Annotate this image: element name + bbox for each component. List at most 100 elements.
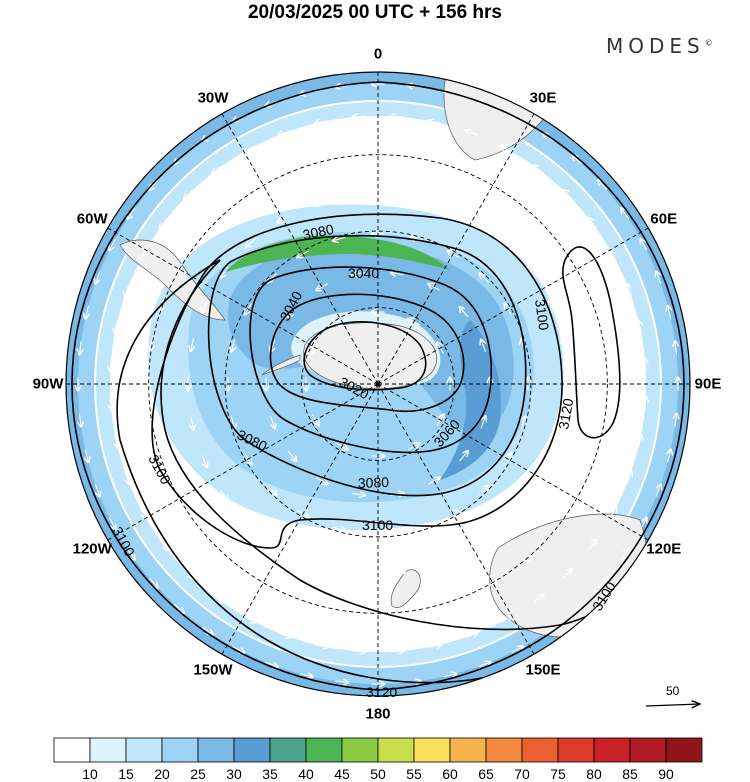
wind-arrow [351,572,365,573]
wind-arrow [431,201,444,205]
wind-arrow [221,266,229,278]
colorbar-tick-label: 90 [658,766,674,782]
wind-arrow [352,273,366,275]
wind-arrow [571,604,582,614]
wind-arrow [159,456,165,469]
wind-arrow [645,358,646,372]
wind-arrow [140,249,147,261]
colorbar-tick-label: 15 [118,766,134,782]
wind-arrow [110,396,111,410]
wind-arrow [412,156,425,158]
meridian-line [377,383,535,655]
colorbar-swatch [521,737,559,763]
wind-arrow [391,194,405,195]
wind-arrow [563,417,566,431]
meridian-line [221,113,379,385]
wind-arrow [316,283,328,291]
wind-arrow [79,413,81,427]
wind-arrow [332,156,345,158]
longitude-label: 60E [650,210,678,228]
longitude-label: 120W [72,540,112,558]
colorbar-tick-label: 85 [622,766,638,782]
wind-arrow [609,507,616,519]
wind-arrow [639,435,642,448]
wind-arrow [450,598,463,603]
colorbar-swatch [197,737,235,763]
wind-arrow [480,273,490,283]
contour-label: 3120 [366,684,397,700]
wind-arrow [335,681,348,683]
wind-arrow [550,231,559,242]
wind-arrow [391,572,404,573]
wind-arrow [160,217,168,228]
wind-arrow [675,414,677,427]
wind-arrow [428,645,442,648]
wind-arrow [479,486,489,496]
colorbar-tick-label: 25 [190,766,206,782]
wind-arrow [562,569,572,579]
colorbar-swatch [89,737,127,763]
graticule [66,72,690,696]
wind-arrow [391,116,404,117]
wind-arrow [627,284,632,297]
wind-arrow [563,190,573,200]
wind-arrow [487,580,498,587]
wind-arrow [589,218,597,229]
wind-arrow [225,203,236,212]
contour-3120 [562,246,621,439]
wind-arrow [108,517,115,530]
wind-arrow [314,645,328,648]
wind-arrow [481,340,487,352]
wind-arrow [528,267,536,278]
colorbar-tick-label: 20 [154,766,170,782]
wind-arrow [641,239,648,251]
longitude-label: 60W [76,210,108,228]
contour-label: 3080 [301,221,335,243]
wind-arrow [201,455,207,467]
wind-arrow [257,181,269,189]
colorbar-tick-label: 40 [298,766,314,782]
wind-arrow [533,595,543,603]
wind-arrow [139,506,146,518]
wind-arrow [212,165,223,174]
wind-arrow [352,194,365,195]
wind-arrow [443,674,457,677]
wind-arrow [85,305,88,319]
wind-arrow [333,237,346,240]
colorbar-tick-label: 45 [334,766,350,782]
wind-arrow [198,230,207,241]
longitude-label: 0 [373,45,383,63]
longitude-label: 150W [193,661,233,679]
wind-arrow [499,521,510,530]
wind-arrow [231,338,234,352]
map-boundary [65,71,691,697]
south-america [119,239,226,321]
wind-arrow [278,632,290,638]
wind-arrow [265,661,278,667]
colorbar-swatch [269,737,307,763]
wind-arrow [246,238,257,248]
wind-arrow [316,477,327,485]
map-disk [66,72,690,696]
wind-arrow [390,651,404,652]
latitude-circle [148,154,608,614]
wind-arrow [110,358,111,371]
wind-arrow [125,284,130,296]
colorbar-swatch [305,737,343,763]
longitude-label: 90E [694,375,722,393]
wind-arrow [95,271,101,284]
wind-arrow [411,609,425,611]
wind-arrow [202,300,208,313]
colorbar-swatch [485,737,523,763]
new-zealand [390,569,421,608]
wind-arrow [520,556,531,565]
longitude-label: 150E [525,661,561,679]
wind-arrow [573,493,581,505]
wind-arrow [231,416,234,430]
colorbar-swatch [413,737,451,763]
contour-3100-rim [71,81,685,691]
wind-arrow [410,527,424,530]
wind-arrow [521,204,532,213]
wind-arrow [668,306,671,319]
